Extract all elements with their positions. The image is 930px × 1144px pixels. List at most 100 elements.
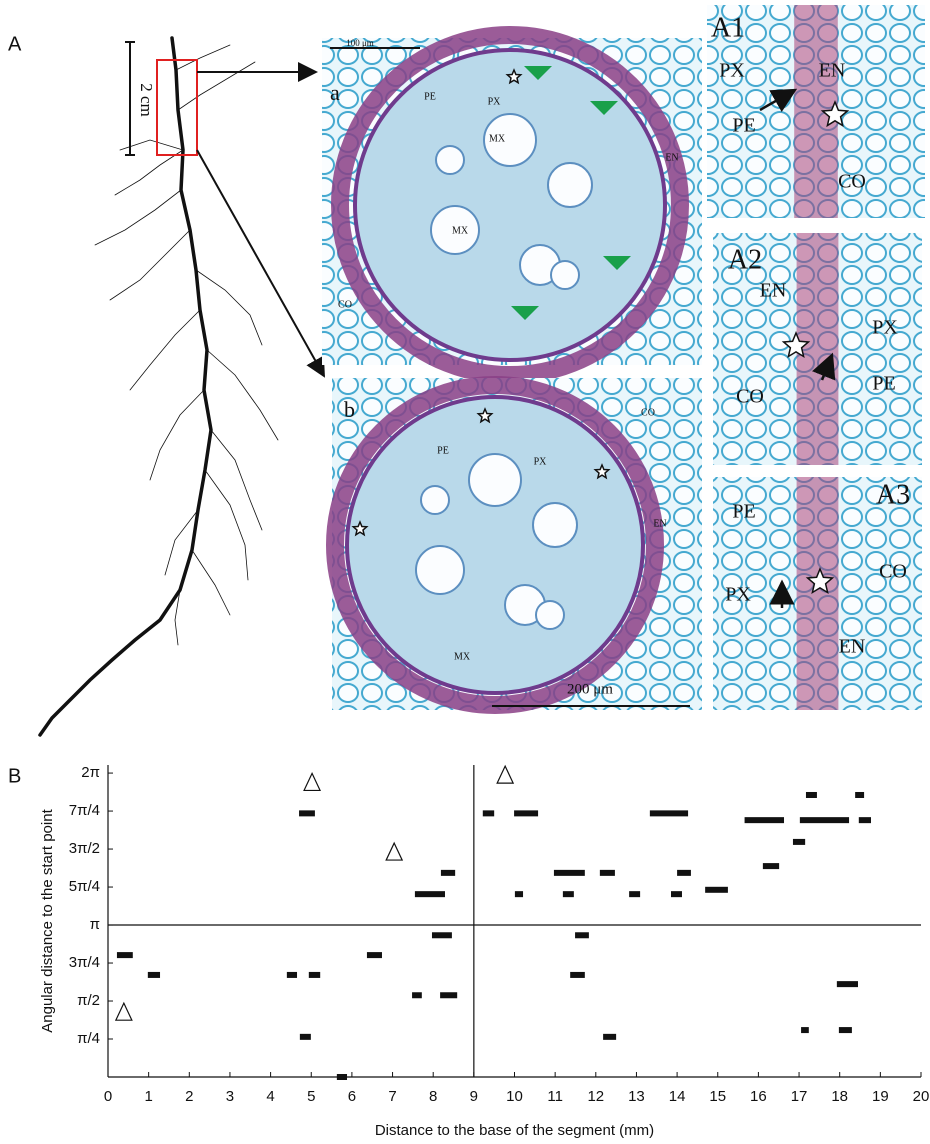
endodermis-band xyxy=(796,233,839,465)
stele xyxy=(345,395,645,695)
star xyxy=(781,331,811,359)
y-tick-label: 3π/4 xyxy=(69,954,100,971)
tissue-label: PX xyxy=(488,96,502,107)
x-axis-label: Distance to the base of the segment (mm) xyxy=(375,1122,654,1139)
x-tick-label: 1 xyxy=(144,1088,152,1105)
panel-label: A xyxy=(8,33,22,55)
vessel xyxy=(415,545,465,595)
tissue-label: MX xyxy=(452,225,469,236)
tissue-label: CO xyxy=(641,407,655,418)
tissue-label: PE xyxy=(732,115,755,137)
y-tick-label: 7π/4 xyxy=(69,802,100,819)
segment xyxy=(836,981,858,988)
x-tick-label: 3 xyxy=(226,1088,234,1105)
x-tick-label: 2 xyxy=(185,1088,193,1105)
vessel xyxy=(420,485,450,515)
arrow xyxy=(196,149,325,378)
star xyxy=(351,520,369,537)
triangle-marker xyxy=(385,841,404,861)
segment xyxy=(858,817,872,824)
x-tick-label: 12 xyxy=(587,1088,604,1105)
segment xyxy=(570,971,585,978)
segment xyxy=(629,891,641,898)
arrowhead xyxy=(511,306,539,320)
x-tick-label: 5 xyxy=(307,1088,315,1105)
root-scale-label: 2 cm xyxy=(137,83,156,117)
segment xyxy=(299,1033,311,1040)
segment xyxy=(308,971,321,978)
tissue-label: CO xyxy=(338,299,352,310)
segment xyxy=(147,971,161,978)
panel-label: B xyxy=(8,765,21,787)
tissue-label: MX xyxy=(489,133,506,144)
tissue-label: PX xyxy=(872,317,898,339)
segment xyxy=(431,932,452,939)
segment xyxy=(838,1027,852,1034)
vessel xyxy=(435,145,465,175)
segment xyxy=(677,869,691,876)
segment xyxy=(799,817,850,824)
arrow xyxy=(812,352,836,381)
x-tick-label: 13 xyxy=(628,1088,645,1105)
segment xyxy=(805,791,817,798)
x-tick-label: 17 xyxy=(791,1088,808,1105)
micrograph-label: A3 xyxy=(876,479,910,510)
x-tick-label: 9 xyxy=(470,1088,478,1105)
segment xyxy=(744,817,785,824)
micrograph-label: A2 xyxy=(728,244,762,275)
micrograph: A3 PE CO PX EN xyxy=(713,477,922,710)
y-tick-label: 2π xyxy=(81,764,100,781)
tissue-label: PE xyxy=(437,445,449,456)
tissue-label: EN xyxy=(653,518,666,529)
tissue-label: PE xyxy=(872,373,895,395)
y-tick-label: π xyxy=(90,916,100,933)
segment xyxy=(116,952,133,959)
tissue-label: CO xyxy=(879,561,907,583)
x-tick-label: 11 xyxy=(547,1088,563,1105)
segment xyxy=(514,891,524,898)
segment xyxy=(671,891,682,898)
tissue-label: PE xyxy=(732,501,755,523)
vessel xyxy=(430,205,480,255)
micrograph: A2 EN PX CO PE xyxy=(713,233,922,465)
arrow xyxy=(759,88,798,113)
micrograph-label: A1 xyxy=(711,12,745,43)
highlight-box xyxy=(156,59,198,156)
x-tick-label: 18 xyxy=(831,1088,848,1105)
stele-ring xyxy=(331,26,689,384)
segment xyxy=(575,932,589,939)
micrograph: A1 PX EN PE CO xyxy=(707,5,925,218)
tissue-label: PX xyxy=(719,60,745,82)
segment xyxy=(649,810,689,817)
segment xyxy=(562,891,574,898)
vessel xyxy=(550,260,580,290)
segment xyxy=(366,952,382,959)
y-tick-label: π/2 xyxy=(77,992,100,1009)
scale-bracket xyxy=(125,41,135,156)
stele xyxy=(353,48,667,362)
star xyxy=(505,68,523,85)
x-tick-label: 7 xyxy=(388,1088,396,1105)
vessel xyxy=(532,502,578,548)
tissue-label: MX xyxy=(454,651,471,662)
scale-bar-label: 200 μm xyxy=(567,681,613,697)
segment xyxy=(440,869,456,876)
vessel xyxy=(483,113,537,167)
y-tick-label: 5π/4 xyxy=(69,878,100,895)
segment xyxy=(336,1074,348,1080)
scale-bar-label: 100 μm xyxy=(346,38,374,48)
endodermis-band xyxy=(796,477,839,710)
segment xyxy=(440,992,458,999)
tissue-label: PX xyxy=(534,456,548,467)
tissue-label: EN xyxy=(760,280,787,302)
star xyxy=(820,100,850,128)
x-tick-label: 19 xyxy=(872,1088,889,1105)
segment xyxy=(792,838,806,845)
micrograph: b 200 μm PE PX CO EN MX xyxy=(326,376,702,714)
x-tick-label: 20 xyxy=(913,1088,930,1105)
segment xyxy=(553,869,585,876)
triangle-marker xyxy=(496,764,515,784)
x-tick-label: 8 xyxy=(429,1088,437,1105)
segment xyxy=(599,869,615,876)
